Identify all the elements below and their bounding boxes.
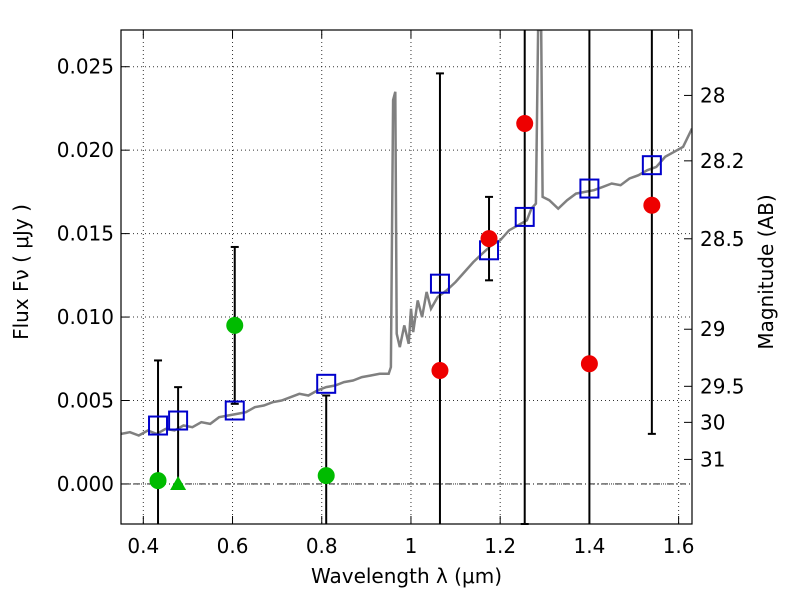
x-axis-ticks: 0.4 0.6 0.8 1 1.2 1.4 1.6: [127, 30, 695, 558]
data-markers: [148, 114, 662, 490]
y-tick-label: 0.015: [57, 222, 114, 246]
y-tick-label: 0.000: [57, 472, 114, 496]
x-tick-label: 1.4: [573, 534, 605, 558]
green-point: [226, 316, 244, 334]
right-tick-label: 29: [700, 317, 725, 341]
model-photometry-square: [641, 155, 662, 176]
model-photometry-square: [316, 373, 337, 394]
model-photometry-square: [224, 400, 245, 421]
model-photometry-square: [514, 206, 535, 227]
x-axis-label: Wavelength λ (μm): [311, 564, 502, 588]
grid: [121, 30, 692, 524]
green-point: [149, 472, 167, 490]
x-tick-label: 1.2: [484, 534, 516, 558]
plot-area: [121, 30, 692, 437]
right-tick-label: 28.5: [700, 227, 745, 251]
x-tick-label: 1: [405, 534, 418, 558]
plot-frame: [120, 29, 693, 525]
model-photometry-square: [429, 273, 450, 294]
x-tick-label: 1.6: [663, 534, 695, 558]
model-photometry-square: [168, 410, 189, 431]
y-tick-label: 0.025: [57, 55, 114, 79]
y-tick-label: 0.020: [57, 138, 114, 162]
y-tick-label: 0.010: [57, 305, 114, 329]
green-point: [317, 467, 335, 485]
model-photometry-square: [148, 415, 169, 436]
right-axis-ticks: 28 28.2 28.5 29 29.5 30 31: [684, 83, 745, 471]
y-axis-ticks: 0.000 0.005 0.010 0.015 0.020 0.025: [57, 55, 129, 496]
y-axis-label: Flux Fν ( μJy ): [9, 204, 33, 340]
model-spectrum-line: [121, 30, 692, 437]
right-tick-label: 30: [700, 410, 725, 434]
model-photometry-square: [579, 178, 600, 199]
red-point: [643, 196, 661, 214]
right-tick-label: 31: [700, 447, 725, 471]
right-tick-label: 28: [700, 83, 725, 107]
x-tick-label: 0.4: [127, 534, 159, 558]
right-tick-label: 29.5: [700, 374, 745, 398]
right-axis-label: Magnitude (AB): [754, 194, 778, 349]
x-tick-label: 0.8: [306, 534, 338, 558]
green-upper-limit-triangle: [170, 475, 187, 490]
error-bars: [154, 30, 656, 525]
x-tick-label: 0.6: [217, 534, 249, 558]
right-tick-label: 28.2: [700, 149, 745, 173]
red-point: [516, 114, 534, 132]
y-tick-label: 0.005: [57, 389, 114, 413]
red-point: [580, 355, 598, 373]
red-point: [480, 230, 498, 248]
red-point: [431, 361, 449, 379]
